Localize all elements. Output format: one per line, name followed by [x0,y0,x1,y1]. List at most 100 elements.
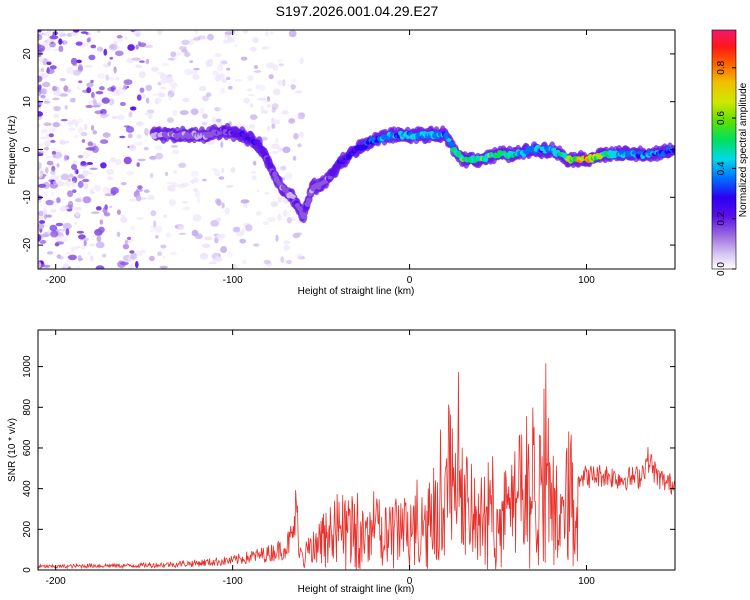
spectrogram-noise-blob [236,231,244,237]
spectrogram-noise-blob [63,140,70,144]
spectrogram-noise-blob [136,134,142,139]
spectrogram-noise-blob [50,139,56,143]
spectrogram-noise-blob [243,97,250,104]
spectrogram-ridge [149,122,675,223]
spectrogram-noise-blob [144,112,151,116]
spectrogram-noise-blob [95,265,105,269]
spectrogram-noise-blob [234,79,243,82]
spectrogram-noise-blob [260,105,264,111]
spectrogram-noise-blob [83,183,89,190]
spectrogram-noise-blob [43,191,49,197]
spectrogram-noise-blob [86,82,94,88]
spectrogram-noise-blob [130,252,138,260]
spectrogram-noise-blob [256,189,260,193]
spectrogram-noise-blob [206,92,212,97]
spectrogram-noise-blob [253,65,259,69]
spectrogram-noise-blob [68,254,77,261]
spectrogram-noise-blob [173,170,178,174]
colorbar-tick-label: 0.6 [716,111,727,125]
spectrogram-noise-blob [247,93,255,97]
spectrogram-x-tick-label: -100 [223,275,243,286]
spectrogram-ridge-core [446,138,452,143]
spectrogram-noise-blob [90,255,94,262]
spectrogram-noise-blob [123,156,132,165]
spectrogram-noise-blob [65,228,70,236]
spectrogram-noise-blob [53,90,62,97]
spectrogram-noise-blob [70,57,78,65]
spectrogram-noise-blob [191,69,198,75]
spectrogram-noise-blob [150,66,159,72]
spectrogram-noise-blob [87,251,91,255]
spectrogram-noise-blob [113,66,117,74]
spectrogram-noise-blob [297,112,305,120]
spectrogram-noise-blob [202,178,207,182]
spectrogram-noise-blob [226,184,234,188]
spectrogram-noise-blob [102,207,108,214]
snr-y-tick-label: 600 [22,439,33,456]
spectrogram-noise-blob [127,44,135,51]
spectrogram-noise-blob [109,205,113,209]
spectrogram-noise-blob [159,265,168,269]
spectrogram-noise-blob [160,86,167,90]
spectrogram-noise-blob [38,162,42,169]
spectrogram-noise-blob [249,114,258,120]
spectrogram-noise-blob [78,80,83,84]
spectrogram-noise-blob [38,43,42,48]
spectrogram-noise-blob [55,235,61,242]
spectrogram-noise-blob [202,121,207,126]
spectrogram-noise-blob [49,126,58,132]
spectrogram-noise-blob [51,150,57,155]
spectrogram-noise-blob [262,221,270,225]
spectrogram-noise-blob [64,105,68,110]
spectrogram-ridge-core [335,162,342,168]
spectrogram-noise-blob [107,61,112,66]
spectrogram-noise-blob [221,78,228,83]
spectrogram-noise-blob [43,122,52,126]
spectrogram-noise-blob [182,201,188,204]
spectrogram-noise-blob [245,224,253,232]
spectrogram-noise-blob [273,88,281,96]
spectrogram-noise-blob [105,74,110,81]
spectrogram-noise-blob [90,79,94,84]
spectrogram-noise-blob [291,216,296,221]
spectrogram-noise-blob [137,41,142,47]
spectrogram-noise-blob [251,175,257,181]
spectrogram-noise-blob [40,136,48,140]
spectrogram-noise-blob [42,208,48,215]
spectrogram-noise-blob [282,240,291,245]
spectrogram-noise-blob [55,222,64,227]
spectrogram-noise-blob [162,255,166,259]
spectrogram-noise-blob [275,234,279,242]
spectrogram-noise-blob [135,194,142,202]
spectrogram-noise-blob [174,225,178,229]
spectrogram-noise-blob [178,226,185,231]
spectrogram-noise-blob [58,228,67,232]
spectrogram-noise-blob [47,251,54,255]
spectrogram-noise-blob [86,38,91,43]
spectrogram-noise-blob [280,165,287,171]
spectrogram-noise-blob [120,182,127,186]
spectrogram-noise-blob [115,76,120,81]
spectrogram-noise-blob [128,263,134,269]
spectrogram-noise-blob [215,198,221,205]
spectrogram-noise-blob [218,176,225,180]
spectrogram-noise-blob [125,171,135,176]
spectrogram-noise-blob [212,70,219,76]
spectrogram-noise-blob [54,242,60,247]
spectrogram-noise-blob [219,60,223,67]
snr-y-tick-label: 200 [22,521,33,538]
spectrogram-ridge-core [671,147,675,153]
spectrogram-noise-blob [69,97,76,103]
spectrogram-noise-blob [129,250,135,254]
spectrogram-noise-blob [171,182,178,187]
spectrogram-noise-blob [43,139,52,148]
spectrogram-noise-blob [117,260,126,268]
spectrogram-noise-blob [38,183,47,188]
spectrogram-noise-blob [171,149,180,155]
spectrogram-x-axis: -200 -100 0 100 [46,30,595,286]
spectrogram-noise-blob [199,252,209,260]
spectrogram-noise-blob [107,160,112,164]
spectrogram-ridge-core [265,156,271,162]
spectrogram-noise-blob [40,88,47,95]
spectrogram-noise-blob [267,217,276,222]
